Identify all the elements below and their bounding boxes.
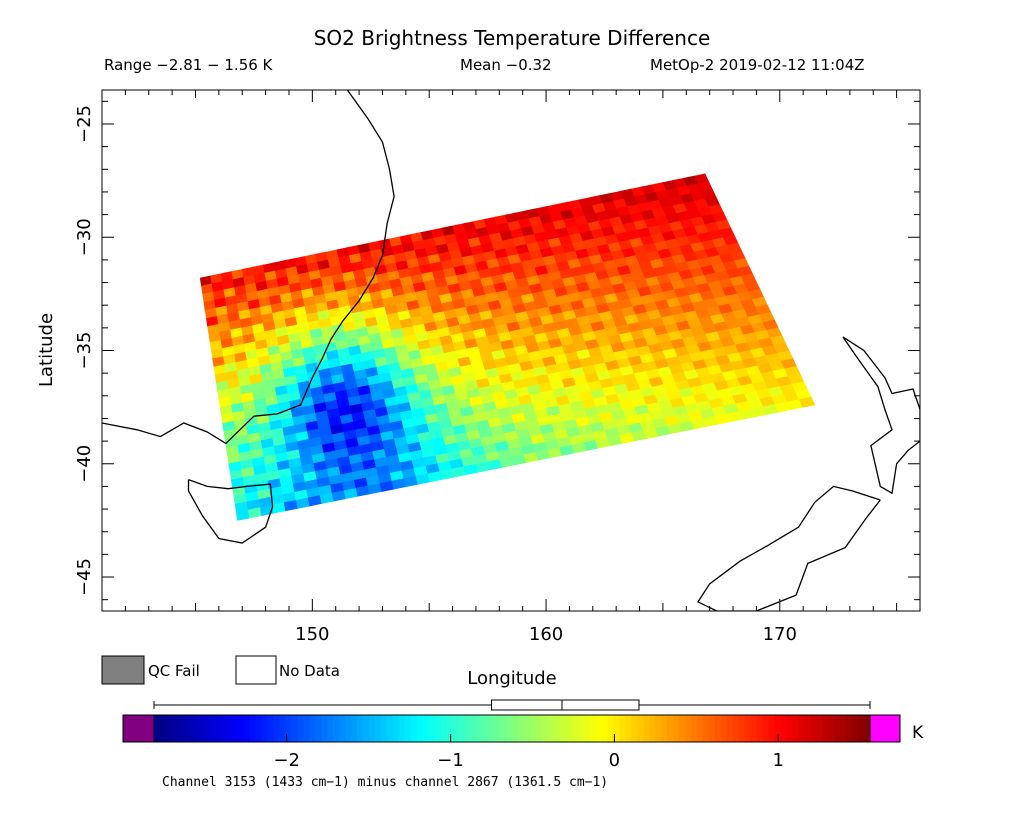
satellite-time-text: MetOp-2 2019-02-12 11:04Z [650,56,865,74]
y-tick-label: −30 [74,218,95,256]
coastline-tasmania [187,478,274,544]
x-tick-label: 170 [763,624,797,645]
plot-title: SO2 Brightness Temperature Difference [313,26,711,50]
x-axis-label: Longitude [467,668,557,689]
coastline-australia [102,90,395,445]
y-tick-label: −35 [74,332,95,370]
x-tick-label: 160 [529,624,563,645]
y-tick-label: −25 [74,105,95,143]
range-text: Range −2.81 − 1.56 K [104,56,273,74]
y-axis-label: Latitude [36,313,57,387]
y-tick-label: −45 [74,558,95,596]
mean-text: Mean −0.32 [460,56,552,74]
x-tick-label: 150 [295,624,329,645]
swath-heatmap [199,173,816,521]
axis-ticks: 150 160 170 −25 −30 −35 −40 −45 [74,90,921,645]
coastline-new_zealand_south [697,485,881,611]
y-tick-label: −40 [74,445,95,483]
coastline-new_zealand_north [842,336,920,495]
coastlines [102,90,920,611]
